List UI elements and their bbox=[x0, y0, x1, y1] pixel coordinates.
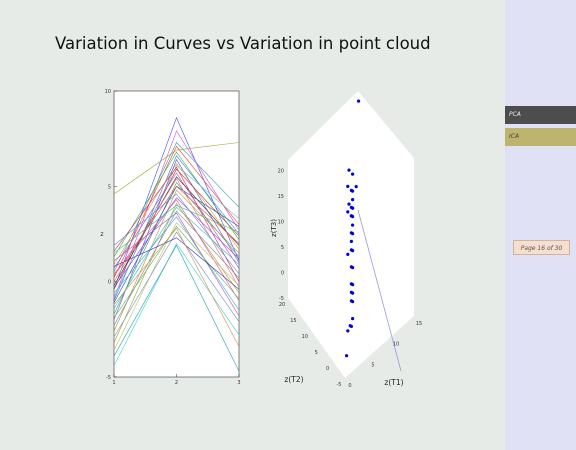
z-tick-label: 20 bbox=[278, 169, 284, 175]
slide: Variation in Curves vs Variation in poin… bbox=[55, 34, 431, 389]
x-tick-label: 2 bbox=[175, 380, 178, 386]
cloud-point bbox=[354, 185, 358, 189]
curve-line bbox=[113, 172, 240, 269]
cloud-point bbox=[351, 317, 355, 321]
z-tick-label: -5 bbox=[279, 296, 284, 302]
y-tick-label: 5 bbox=[108, 184, 111, 190]
x-tick-label: 1 bbox=[112, 380, 115, 386]
cloud-point bbox=[357, 99, 361, 103]
z-tick-label: 0 bbox=[281, 271, 284, 277]
curve-line bbox=[113, 222, 240, 351]
x-tick-label: 3 bbox=[237, 380, 240, 386]
cloud-box-face bbox=[288, 91, 414, 378]
curve-line bbox=[113, 193, 240, 275]
slide-title: Variation in Curves vs Variation in poin… bbox=[55, 34, 431, 53]
curves-y-label: z bbox=[100, 231, 103, 238]
curve-line bbox=[113, 227, 240, 347]
y-tick-label: 20 bbox=[279, 302, 285, 308]
curve-line bbox=[113, 212, 240, 317]
x-tick-label: 15 bbox=[416, 321, 422, 327]
curve-line bbox=[113, 242, 240, 366]
cloud-point bbox=[347, 168, 351, 172]
sidebar-item-pca[interactable]: PCA bbox=[505, 106, 576, 124]
curve-line bbox=[113, 166, 240, 282]
cloud-point bbox=[351, 232, 355, 236]
cloud-point bbox=[349, 324, 353, 328]
sidebar-item-ica[interactable]: ICA bbox=[505, 128, 576, 146]
cloud-point bbox=[351, 266, 355, 270]
x-tick-label: 0 bbox=[348, 383, 351, 389]
curve-line bbox=[113, 142, 240, 195]
cloud-point bbox=[346, 184, 350, 188]
y-tick-label: 15 bbox=[290, 318, 296, 324]
curve-line bbox=[113, 231, 240, 338]
curve-line bbox=[113, 199, 240, 301]
curve-line bbox=[113, 178, 240, 288]
z-tick-label: 10 bbox=[278, 220, 284, 226]
curve-line bbox=[113, 225, 240, 319]
curve-line bbox=[113, 197, 240, 288]
curve-line bbox=[113, 130, 240, 299]
curve-line bbox=[113, 158, 240, 320]
y-tick-label: -5 bbox=[337, 382, 342, 388]
y-tick-label: 0 bbox=[326, 366, 329, 372]
curve-line bbox=[113, 206, 240, 309]
curve-line bbox=[113, 185, 240, 277]
y-tick-label: -5 bbox=[106, 375, 111, 381]
curve-line bbox=[113, 205, 240, 254]
sidebar: PCA ICA Page 16 of 30 bbox=[505, 0, 576, 450]
y-tick-label: 10 bbox=[302, 334, 308, 340]
cloud-x-label: z(T1) bbox=[384, 378, 403, 387]
page-indicator[interactable]: Page 16 of 30 bbox=[513, 240, 570, 255]
curve-line bbox=[113, 162, 240, 265]
curve-line bbox=[113, 202, 240, 343]
cloud-y-label: z(T2) bbox=[284, 375, 303, 384]
curve-line bbox=[113, 164, 240, 298]
curve-line bbox=[113, 237, 240, 290]
curve-line bbox=[113, 189, 240, 332]
cloud-point bbox=[351, 291, 355, 295]
x-tick-label: 5 bbox=[371, 362, 374, 368]
cloud-point bbox=[351, 283, 355, 287]
y-tick-label: 10 bbox=[105, 89, 111, 95]
cloud-point bbox=[351, 249, 355, 253]
curve-line bbox=[113, 244, 240, 372]
cloud-point bbox=[351, 215, 355, 219]
cloud-point bbox=[349, 239, 353, 243]
curves-chart: 1 2 3 -5 0 5 10 z bbox=[100, 89, 240, 386]
cloud-point bbox=[345, 354, 349, 358]
cloud-point bbox=[351, 189, 355, 193]
y-tick-label: 5 bbox=[315, 350, 318, 356]
curve-line bbox=[113, 141, 240, 273]
cloud-point bbox=[351, 223, 355, 227]
cloud-point bbox=[351, 172, 355, 176]
cloud-point bbox=[346, 210, 350, 214]
curve-line bbox=[113, 151, 240, 258]
cloud-point bbox=[351, 300, 355, 304]
cloud-point bbox=[351, 198, 355, 202]
z-tick-label: 15 bbox=[278, 194, 284, 200]
curve-line bbox=[113, 216, 240, 311]
cloud-point bbox=[347, 202, 351, 206]
cloud-axis-line bbox=[357, 209, 402, 372]
y-tick-label: 0 bbox=[108, 280, 111, 286]
x-tick-label: 10 bbox=[393, 342, 399, 348]
z-tick-label: 5 bbox=[281, 245, 284, 251]
cloud-point bbox=[346, 252, 350, 256]
cloud-z-label: z(T3) bbox=[270, 219, 278, 237]
cloud-point bbox=[346, 329, 350, 333]
curve-line bbox=[113, 145, 240, 279]
cloud-point bbox=[351, 206, 355, 210]
